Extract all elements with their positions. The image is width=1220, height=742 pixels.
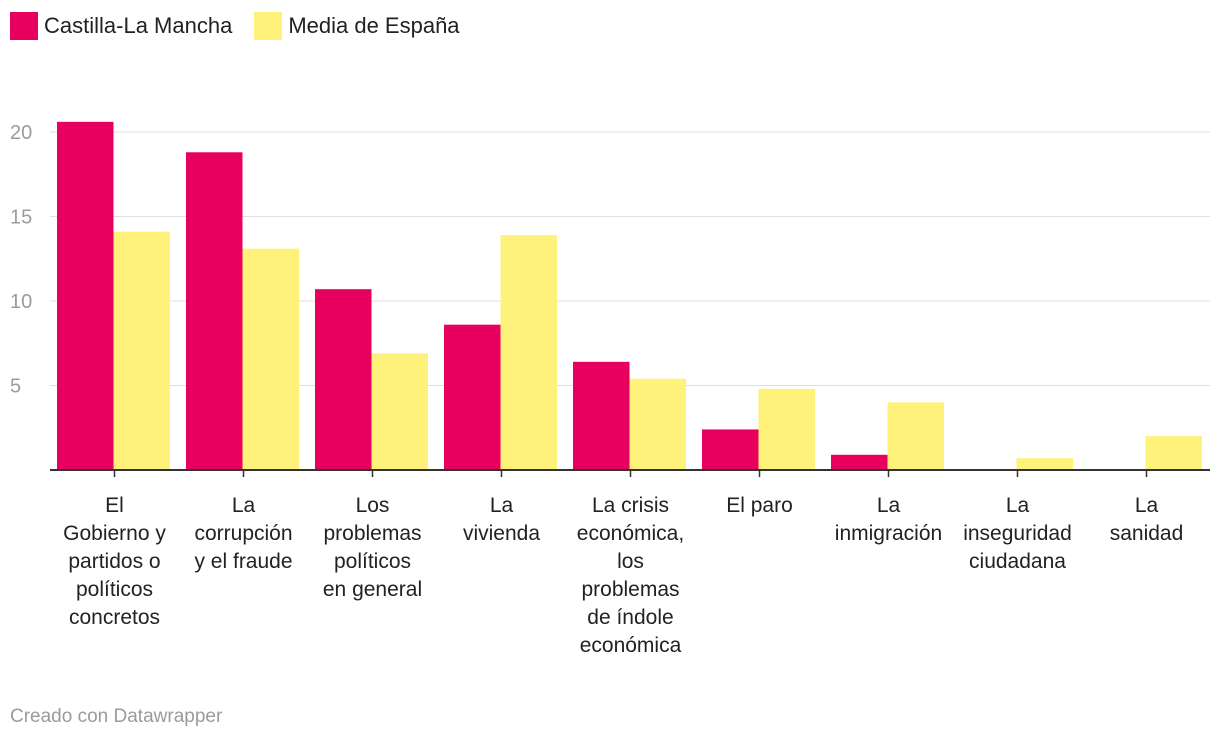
- bar-espana: [113, 231, 170, 470]
- x-tick-label-line: y el fraude: [194, 550, 292, 573]
- bar-castilla: [444, 324, 501, 470]
- x-tick-label-line: La: [232, 494, 256, 517]
- x-tick-label-line: Los: [356, 494, 390, 517]
- x-tick-label-line: La: [877, 494, 901, 517]
- legend-label-espana: Media de España: [288, 13, 460, 38]
- x-tick-label-line: políticos: [76, 578, 153, 601]
- x-tick-label-line: La: [1135, 494, 1159, 517]
- x-tick-label-line: Gobierno y: [63, 522, 166, 545]
- bar-espana: [758, 388, 815, 470]
- x-tick-label-line: inseguridad: [963, 522, 1072, 545]
- x-tick-label-line: La: [1006, 494, 1030, 517]
- x-tick-label-line: políticos: [334, 550, 411, 573]
- x-tick-label-line: económica,: [577, 522, 684, 545]
- x-tick-label-line: ciudadana: [969, 550, 1066, 573]
- x-tick-label-line: los: [617, 550, 644, 573]
- x-tick-label: El Gobierno y partidos o políticos concretos: [63, 494, 166, 629]
- x-tick-label: La inmigración: [835, 494, 942, 545]
- y-tick-label: 20: [10, 122, 32, 144]
- x-tick-label: El paro: [726, 494, 793, 517]
- bar-espana: [500, 235, 557, 470]
- x-tick-label: La corrupción y el fraude: [194, 494, 292, 573]
- bar-espana: [1016, 458, 1073, 470]
- legend-label-castilla: Castilla-La Mancha: [44, 13, 233, 38]
- x-tick-label-line: de índole: [587, 606, 673, 629]
- x-tick-label-line: concretos: [69, 606, 160, 629]
- bar-espana: [242, 248, 299, 470]
- x-tick-label: La inseguridad ciudadana: [963, 494, 1072, 573]
- x-tick-label: La sanidad: [1110, 494, 1184, 545]
- x-tick-label-line: El: [105, 494, 124, 517]
- bar-castilla: [186, 152, 243, 470]
- x-tick-label-line: partidos o: [68, 550, 160, 573]
- x-tick-label-line: inmigración: [835, 522, 942, 545]
- x-tick-label-line: La: [490, 494, 514, 517]
- legend-swatch-castilla: [10, 12, 38, 40]
- bar-espana: [371, 353, 428, 470]
- bar-espana: [887, 402, 944, 470]
- x-tick-label-line: La crisis: [592, 494, 669, 517]
- x-tick-label-line: vivienda: [463, 522, 540, 545]
- bar-castilla: [573, 361, 630, 470]
- legend-item-castilla[interactable]: Castilla-La Mancha: [10, 12, 232, 40]
- legend: Castilla-La Mancha Media de España: [10, 12, 460, 40]
- y-tick-label: 15: [10, 207, 32, 229]
- bar-castilla: [831, 454, 888, 470]
- bar-espana: [629, 378, 686, 470]
- x-tick-label-line: El paro: [726, 494, 793, 517]
- bar-castilla: [57, 121, 114, 471]
- bar-castilla: [315, 289, 372, 470]
- y-tick-label: 5: [10, 376, 21, 398]
- x-tick-label: La vivienda: [463, 494, 540, 545]
- x-tick-label-line: problemas: [581, 578, 679, 601]
- bar-chart: 5 10 15 20 El Gobierno y partidos o políticos co…: [10, 121, 1210, 657]
- legend-swatch-espana: [254, 12, 283, 40]
- x-tick-label: Los problemas políticos en general: [323, 494, 422, 601]
- x-tick-label-line: corrupción: [194, 522, 292, 545]
- x-tick-label-line: económica: [580, 634, 682, 657]
- bar-castilla: [702, 429, 759, 470]
- footer-credit: Creado con Datawrapper: [10, 706, 223, 727]
- bar-espana: [1145, 436, 1202, 470]
- legend-item-espana[interactable]: Media de España: [254, 12, 460, 40]
- y-tick-label: 10: [10, 291, 32, 313]
- x-tick-label-line: en general: [323, 578, 422, 601]
- x-tick-label-line: problemas: [323, 522, 421, 545]
- x-tick-label: La crisis económica, los problemas de índole…: [577, 494, 684, 657]
- x-tick-label-line: sanidad: [1110, 522, 1184, 545]
